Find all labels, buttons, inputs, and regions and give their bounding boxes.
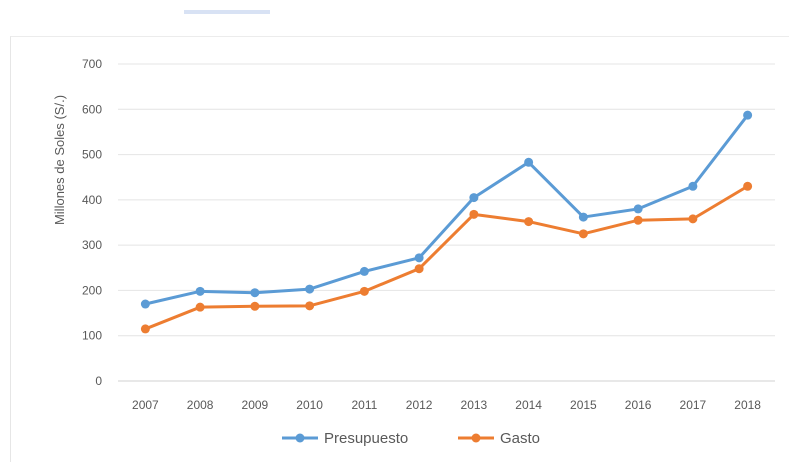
x-tick-label: 2015 [570,398,597,412]
data-point-gasto [524,217,534,227]
x-tick-label: 2010 [296,398,323,412]
legend-label-presupuesto: Presupuesto [324,430,408,447]
data-point-presupuesto [688,181,698,191]
x-tick-label: 2012 [406,398,433,412]
legend-marker-presupuesto [295,433,305,443]
x-tick-label: 2018 [734,398,761,412]
x-tick-label: 2014 [515,398,542,412]
data-point-presupuesto [359,266,369,276]
y-axis-ticks: 0 100 200 300 400 500 600 700 [82,57,102,388]
data-point-presupuesto [633,204,643,214]
x-tick-label: 2007 [132,398,159,412]
data-point-presupuesto [305,284,315,294]
y-tick-label: 300 [82,238,102,252]
data-point-gasto [250,301,260,311]
data-point-gasto [633,215,643,225]
data-point-gasto [414,264,424,274]
y-tick-label: 400 [82,193,102,207]
data-point-presupuesto [195,286,205,296]
y-tick-label: 0 [95,374,102,388]
data-point-gasto [140,324,150,334]
x-tick-label: 2009 [242,398,269,412]
x-tick-label: 2016 [625,398,652,412]
data-point-presupuesto [469,193,479,203]
header-decoration [184,10,270,14]
y-tick-label: 700 [82,57,102,71]
data-point-presupuesto [250,288,260,298]
x-axis-ticks: 2007 2008 2009 2010 2011 2012 2013 2014 2015 2016… [132,398,761,412]
x-tick-label: 2013 [461,398,488,412]
data-point-gasto [195,302,205,312]
x-tick-label: 2011 [351,398,377,412]
chart-frame [10,36,789,462]
data-point-presupuesto [743,110,753,120]
series-line-gasto [143,184,750,331]
series-line-presupuesto [143,113,750,306]
x-tick-label: 2017 [680,398,707,412]
y-tick-label: 600 [82,102,102,116]
y-tick-label: 200 [82,283,102,297]
series-group [140,110,753,334]
data-point-presupuesto [524,157,534,167]
data-point-gasto [688,214,698,224]
data-point-gasto [469,209,479,219]
data-point-presupuesto [414,253,424,263]
gridlines [118,63,775,382]
data-point-gasto [359,286,369,296]
y-tick-label: 100 [82,329,102,343]
x-tick-label: 2008 [187,398,214,412]
legend-marker-gasto [471,433,481,443]
y-axis-label: Millones de Soles (S/.) [52,95,67,225]
legend-label-gasto: Gasto [500,430,540,447]
y-tick-label: 500 [82,148,102,162]
data-point-presupuesto [140,299,150,309]
data-point-gasto [305,301,315,311]
data-point-gasto [743,181,753,191]
legend: Presupuesto Gasto [282,430,540,447]
data-point-presupuesto [578,212,588,222]
data-point-gasto [578,229,588,239]
